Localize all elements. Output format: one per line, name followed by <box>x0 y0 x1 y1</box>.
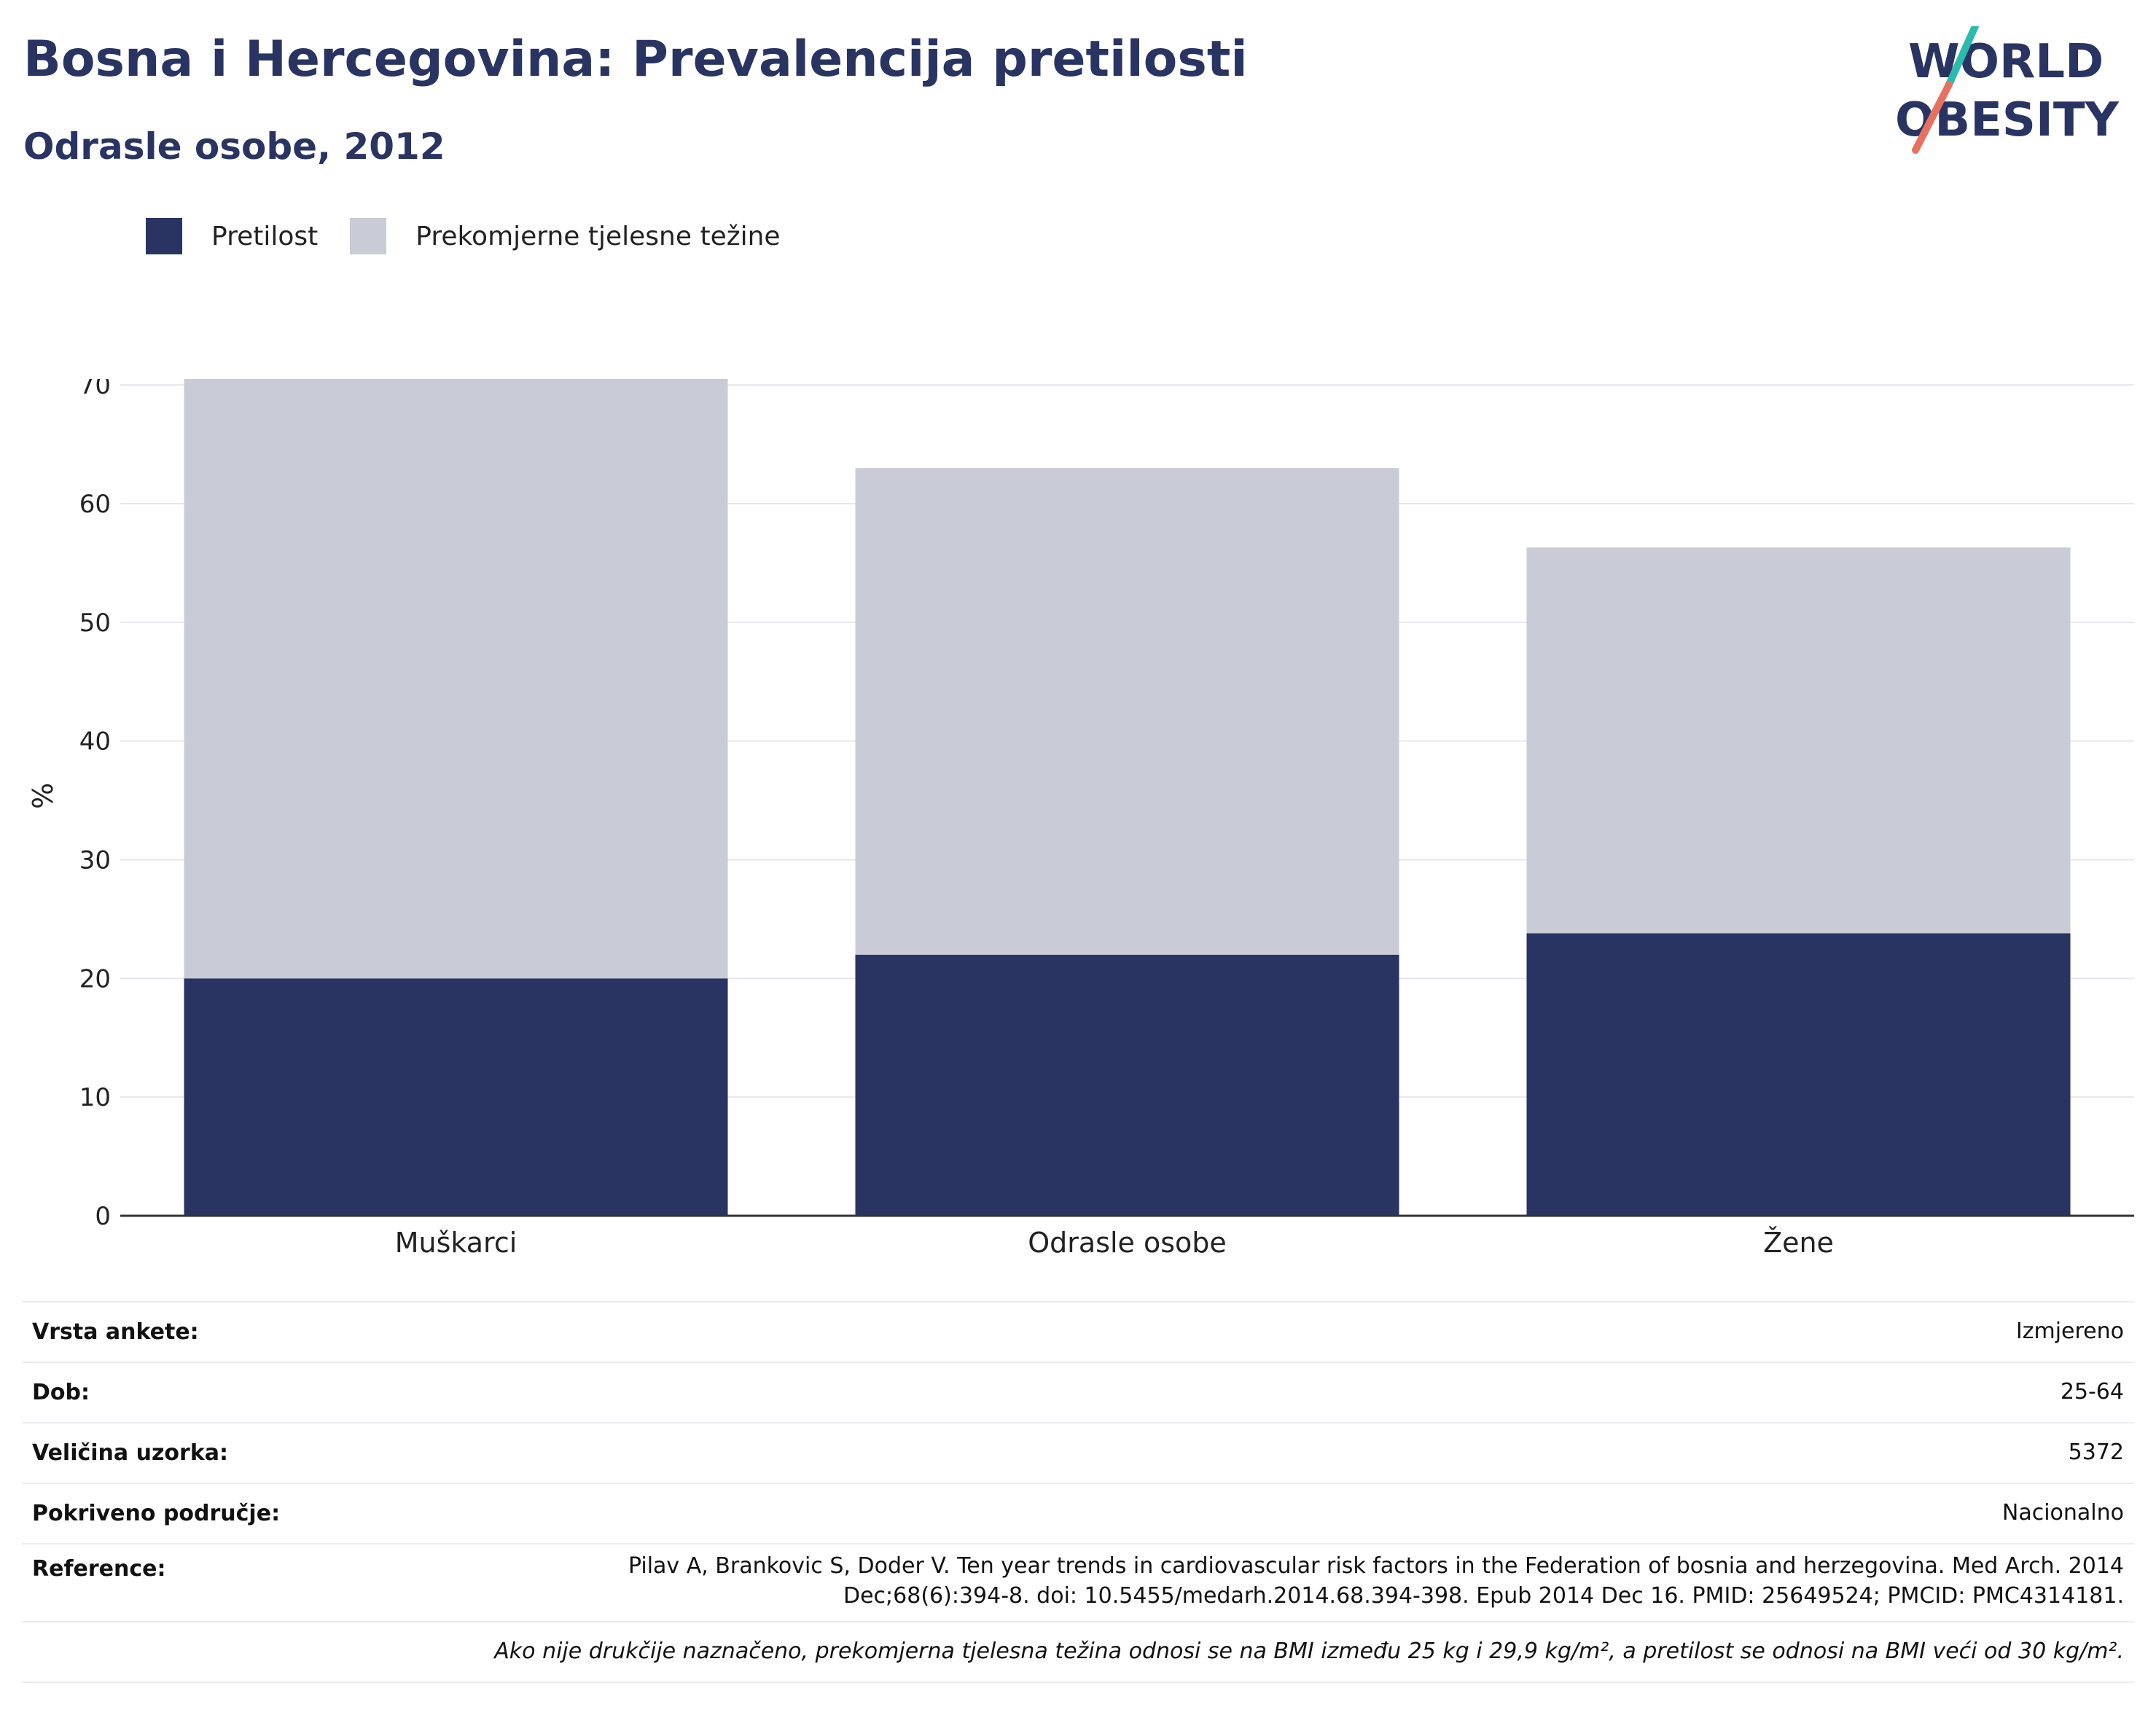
reference-text: Pilav A, Brankovic S, Doder V. Ten year … <box>628 1552 2124 1611</box>
bars-layer <box>184 379 2071 1216</box>
stacked-bar-chart: 0 10 20 30 40 50 60 70 Muškarci Odrasle osobe Žene… <box>27 379 2134 1259</box>
y-tick-label: 10 <box>79 1083 111 1112</box>
bar-overweight[interactable] <box>184 379 728 979</box>
info-value: 5372 <box>2068 1440 2124 1466</box>
chart-subtitle: Odrasle osobe, 2012 <box>23 125 445 168</box>
info-row-sample-size: Veličina uzorka: 5372 <box>22 1422 2134 1483</box>
legend-swatch-overweight <box>350 218 387 254</box>
definition-note: Ako nije drukčije naznačeno, prekomjerna… <box>494 1639 2124 1665</box>
info-key: Vrsta ankete: <box>32 1319 199 1345</box>
bar-overweight[interactable] <box>855 468 1399 955</box>
y-tick-label: 40 <box>79 727 111 757</box>
info-value: 25-64 <box>2060 1379 2124 1405</box>
y-tick-label: 30 <box>79 845 111 875</box>
legend-swatch-obesity <box>146 218 182 254</box>
y-tick-label: 0 <box>95 1202 111 1231</box>
info-value: Izmjereno <box>2015 1319 2124 1345</box>
x-tick-label: Odrasle osobe <box>1028 1227 1227 1259</box>
x-tick-label: Muškarci <box>395 1227 517 1259</box>
y-tick-label: 20 <box>79 964 111 993</box>
world-obesity-logo: WORLD OBESITY <box>1895 26 2119 154</box>
info-row-reference: Reference: Pilav A, Brankovic S, Doder V… <box>22 1543 2134 1621</box>
bar-obesity[interactable] <box>184 978 728 1216</box>
chart-title: Bosna i Hercegovina: Prevalencija pretil… <box>23 31 1248 88</box>
axis-layer: 0 10 20 30 40 50 60 70 Muškarci Odrasle osobe Žene <box>79 379 2134 1259</box>
reference-line-2: Dec;68(6):394-8. doi: 10.5455/medarh.201… <box>843 1582 2124 1609</box>
x-tick-label: Žene <box>1763 1227 1834 1259</box>
info-row-survey-type: Vrsta ankete: Izmjereno <box>22 1301 2134 1362</box>
legend-label-obesity: Pretilost <box>211 221 319 251</box>
y-tick-label: 50 <box>79 609 111 638</box>
logo-slash-top <box>1945 26 1979 88</box>
y-axis-label: % <box>27 783 59 809</box>
bar-obesity[interactable] <box>855 954 1399 1216</box>
logo-text-world: WORLD <box>1908 35 2104 89</box>
bar-overweight[interactable] <box>1526 547 2071 934</box>
y-tick-label: 60 <box>79 490 111 519</box>
chart-legend: Pretilost Prekomjerne tjelesne težine <box>146 217 813 255</box>
info-key: Veličina uzorka: <box>32 1440 229 1466</box>
info-key: Pokriveno područje: <box>32 1501 281 1526</box>
info-row-age: Dob: 25-64 <box>22 1362 2134 1422</box>
logo-slash-bottom <box>1912 81 1953 154</box>
bar-obesity[interactable] <box>1526 933 2071 1216</box>
reference-line-1: Pilav A, Brankovic S, Doder V. Ten year … <box>628 1553 2124 1579</box>
y-tick-label: 70 <box>79 379 111 400</box>
legend-item-obesity[interactable]: Pretilost <box>146 218 318 254</box>
legend-item-overweight[interactable]: Prekomjerne tjelesne težine <box>350 218 781 254</box>
info-value: Nacionalno <box>2001 1500 2124 1526</box>
info-row-coverage: Pokriveno područje: Nacionalno <box>22 1483 2134 1543</box>
definition-note-row: Ako nije drukčije naznačeno, prekomjerna… <box>22 1621 2134 1683</box>
info-key: Reference: <box>32 1556 166 1582</box>
legend-label-overweight: Prekomjerne tjelesne težine <box>415 221 781 251</box>
info-key: Dob: <box>32 1380 90 1405</box>
survey-info-table: Vrsta ankete: Izmjereno Dob: 25-64 Velič… <box>22 1301 2134 1683</box>
